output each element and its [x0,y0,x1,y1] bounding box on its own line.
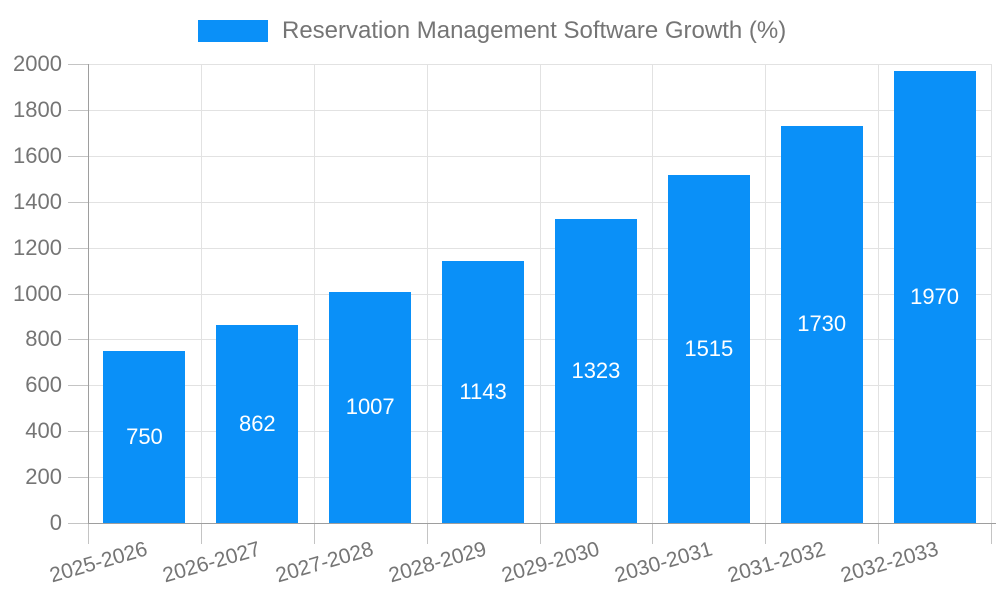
y-tick [68,477,88,479]
x-tick [426,523,428,544]
x-gridline [539,64,541,523]
bar [442,260,525,523]
bar [103,350,186,523]
bar [780,125,863,523]
x-tick [313,523,315,544]
y-tick [68,109,88,111]
x-tick [878,523,880,544]
y-axis-label: 400 [25,418,62,444]
y-tick [68,247,88,249]
bar-value-label: 862 [238,411,276,437]
x-tick [539,523,541,544]
y-tick [68,293,88,295]
y-axis-label: 1200 [13,234,62,260]
x-tick [991,523,992,544]
y-axis-label: 600 [25,372,62,398]
bar-value-label: 1730 [797,311,847,337]
bar-value-label: 1007 [345,394,395,420]
y-axis-label: 1000 [13,280,62,306]
x-gridline [652,64,654,523]
legend-swatch [198,20,268,42]
x-tick [765,523,767,544]
bar-value-label: 1970 [910,283,960,309]
y-tick [68,339,88,341]
bar-value-label: 1323 [571,358,621,384]
bar [893,70,976,523]
bar-value-label: 1143 [459,378,507,404]
y-axis-label: 1400 [13,188,62,214]
x-tick [88,523,89,544]
x-gridline [765,64,767,523]
y-tick [68,64,88,65]
y-axis-label: 0 [49,510,62,535]
y-tick [68,155,88,157]
x-tick [200,523,202,544]
bar-value-label: 1515 [684,336,734,362]
y-tick [68,201,88,203]
y-axis-label: 200 [25,464,62,490]
bar [329,291,412,523]
x-tick [652,523,654,544]
bar [216,325,299,523]
y-tick [68,431,88,433]
y-tick [68,523,88,524]
y-axis-label: 800 [25,326,62,352]
y-axis-label: 1800 [13,96,62,122]
y-axis-line [88,64,89,524]
x-gridline [878,64,880,523]
y-axis-label: 2000 [13,51,62,76]
legend-item[interactable]: Reservation Management Software Growth (… [198,14,786,48]
bar [554,219,637,523]
x-gridline [991,64,992,523]
bar [667,175,750,523]
x-gridline [313,64,315,523]
bar-value-label: 750 [126,423,163,449]
x-gridline [200,64,202,523]
x-gridline [426,64,428,523]
y-tick [68,385,88,387]
legend-label: Reservation Management Software Growth (… [282,17,787,44]
y-axis-label: 1600 [13,142,62,168]
x-axis-line [88,523,996,524]
